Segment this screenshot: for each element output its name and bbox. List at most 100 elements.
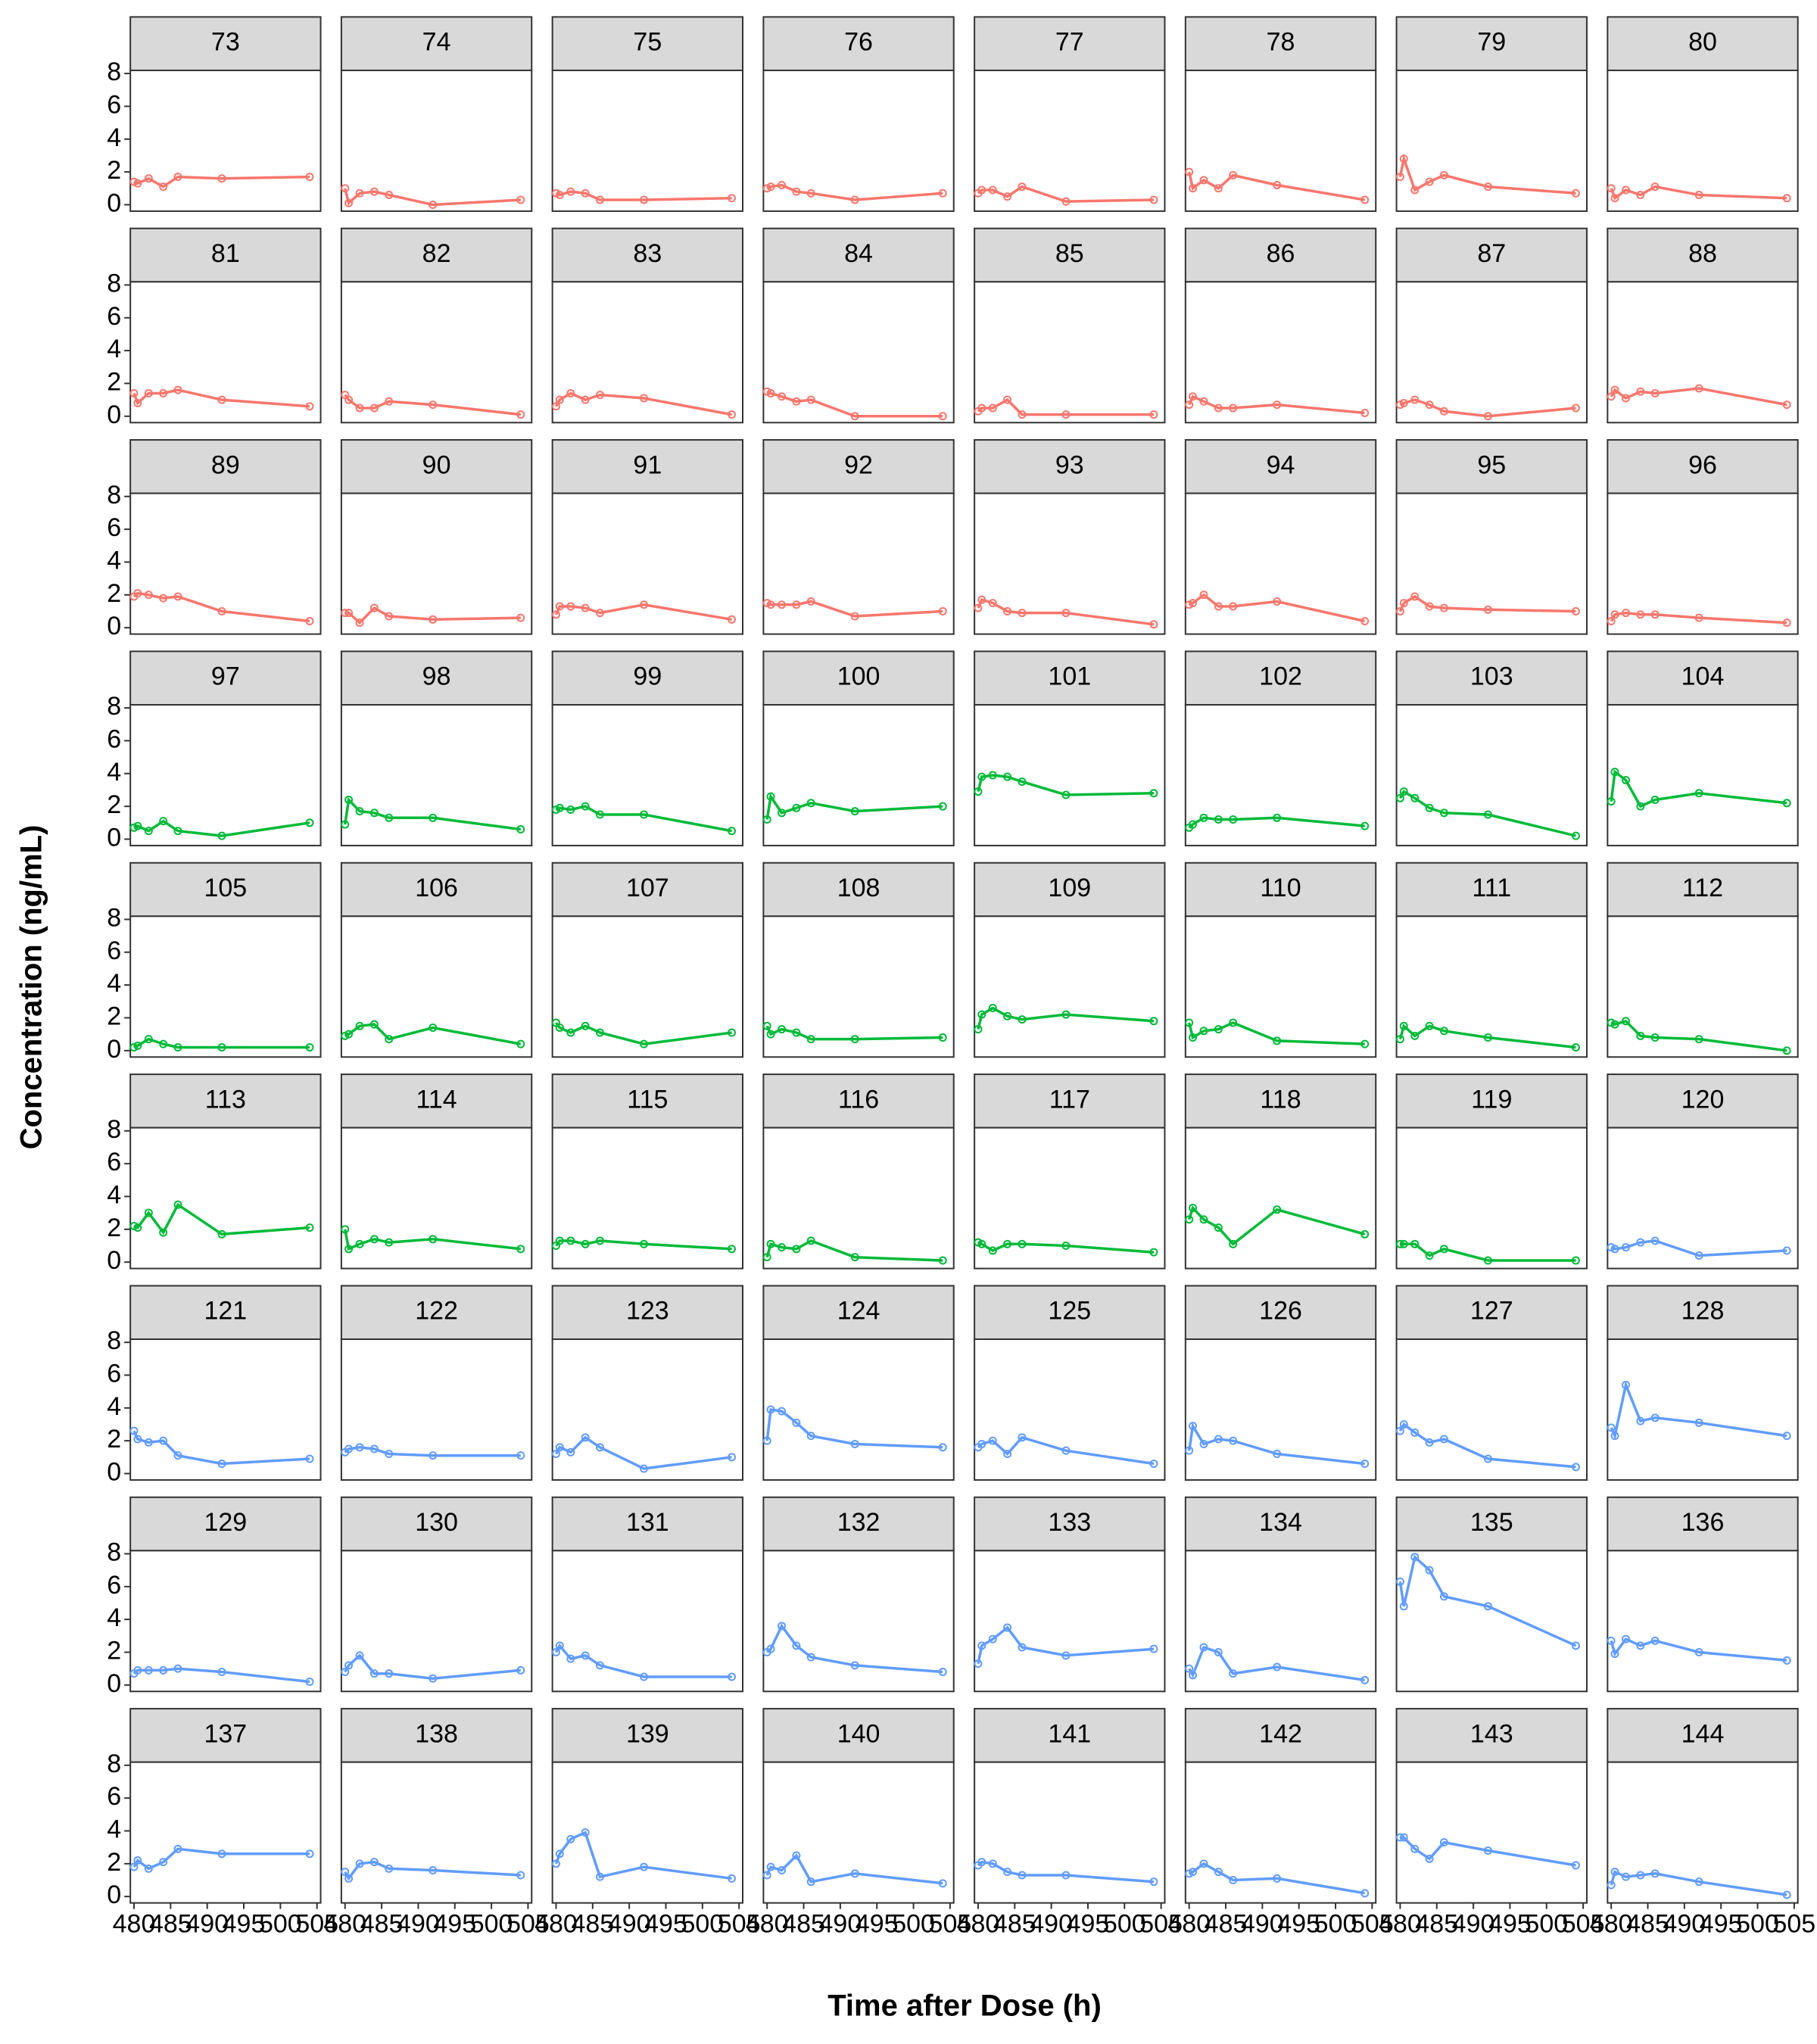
series-line bbox=[1188, 1645, 1365, 1682]
panel-title: 77 bbox=[1055, 28, 1084, 57]
data-point bbox=[1483, 1033, 1492, 1042]
series-line bbox=[132, 1667, 310, 1684]
data-point bbox=[344, 1444, 354, 1454]
data-point bbox=[806, 597, 815, 606]
strip bbox=[1607, 439, 1799, 494]
panel-frame bbox=[340, 1550, 533, 1693]
data-point bbox=[1425, 1854, 1434, 1863]
data-point bbox=[1425, 803, 1434, 812]
data-point bbox=[1571, 1861, 1580, 1870]
data-point bbox=[806, 1035, 815, 1044]
data-point bbox=[159, 594, 168, 603]
data-point bbox=[1189, 1671, 1198, 1680]
data-point bbox=[1229, 602, 1238, 611]
data-point bbox=[581, 1239, 590, 1248]
panel-frame bbox=[551, 69, 744, 212]
data-point bbox=[792, 1641, 801, 1650]
y-tick-label: 4 bbox=[107, 546, 121, 575]
data-point bbox=[806, 1877, 815, 1887]
data-point bbox=[766, 1862, 775, 1871]
panel-title: 114 bbox=[416, 1085, 457, 1114]
data-point bbox=[1621, 775, 1630, 784]
x-axis-title: Time after Dose (h) bbox=[827, 1989, 1102, 2023]
panel-title: 91 bbox=[633, 450, 662, 479]
panel-title: 106 bbox=[415, 874, 458, 902]
data-point bbox=[1360, 1229, 1370, 1239]
x-tick-label: 490 bbox=[1030, 1910, 1073, 1939]
strip bbox=[551, 16, 744, 71]
y-tick-label: 2 bbox=[107, 156, 121, 185]
x-tick-label: 480 bbox=[957, 1910, 1000, 1939]
data-point bbox=[595, 1236, 604, 1245]
data-point bbox=[1621, 1872, 1630, 1881]
data-point bbox=[988, 404, 997, 413]
panel-title: 100 bbox=[837, 662, 880, 691]
series-line bbox=[977, 1006, 1155, 1030]
panel-frame bbox=[1395, 1338, 1588, 1481]
data-point bbox=[1425, 602, 1434, 611]
panel-title: 102 bbox=[1259, 662, 1302, 691]
data-point bbox=[566, 187, 575, 196]
panel-frame bbox=[551, 1550, 744, 1693]
data-point bbox=[1061, 410, 1071, 419]
data-point bbox=[938, 189, 947, 198]
data-point bbox=[344, 609, 354, 618]
data-point bbox=[1650, 1636, 1660, 1645]
x-tick-label: 480 bbox=[1379, 1910, 1422, 1939]
data-point bbox=[1399, 1419, 1408, 1429]
panel-title: 85 bbox=[1055, 239, 1084, 268]
data-point bbox=[173, 827, 182, 836]
data-point bbox=[1607, 1423, 1616, 1432]
panel-title: 139 bbox=[626, 1719, 669, 1748]
strip bbox=[340, 227, 533, 283]
x-tick-label: 495 bbox=[1277, 1910, 1320, 1939]
data-point bbox=[1571, 1256, 1580, 1265]
data-point bbox=[341, 1225, 350, 1234]
y-tick-label: 0 bbox=[107, 1457, 121, 1486]
series-line bbox=[1398, 790, 1576, 837]
data-point bbox=[1439, 1592, 1448, 1601]
data-point bbox=[1273, 1036, 1282, 1045]
strip bbox=[1184, 862, 1377, 918]
panel-frame bbox=[551, 1761, 744, 1904]
series-line bbox=[1610, 611, 1787, 625]
y-tick-label: 0 bbox=[107, 1035, 121, 1064]
series-line bbox=[344, 394, 521, 416]
panel-frame bbox=[1395, 281, 1588, 424]
strip bbox=[1607, 1496, 1799, 1552]
data-point bbox=[344, 1030, 354, 1039]
series-line bbox=[1398, 1554, 1577, 1647]
series-line bbox=[555, 1239, 732, 1251]
panel-frame bbox=[129, 1126, 322, 1270]
data-point bbox=[159, 1228, 168, 1237]
x-tick-label: 485 bbox=[1205, 1910, 1248, 1939]
data-point bbox=[129, 1862, 139, 1871]
data-point bbox=[1782, 1432, 1791, 1441]
data-point bbox=[133, 398, 142, 407]
panel-frame bbox=[1607, 915, 1799, 1058]
data-point bbox=[1018, 609, 1027, 618]
panel-title: 128 bbox=[1681, 1297, 1725, 1326]
data-point bbox=[850, 1661, 859, 1670]
data-point bbox=[1399, 398, 1408, 407]
data-point bbox=[766, 1239, 775, 1248]
x-tick-label: 480 bbox=[535, 1910, 578, 1939]
data-point bbox=[1273, 1449, 1282, 1458]
data-point bbox=[369, 1444, 379, 1454]
panel-title: 74 bbox=[422, 28, 451, 57]
data-point bbox=[728, 1672, 737, 1681]
data-point bbox=[766, 182, 775, 192]
strip bbox=[340, 862, 533, 918]
data-point bbox=[1607, 392, 1616, 401]
data-point bbox=[1425, 1438, 1434, 1447]
data-point bbox=[1061, 197, 1071, 206]
data-point bbox=[1610, 194, 1619, 203]
data-point bbox=[1149, 1459, 1158, 1468]
strip bbox=[551, 1285, 744, 1341]
data-point bbox=[988, 1003, 997, 1012]
data-point bbox=[938, 1879, 947, 1888]
data-point bbox=[566, 602, 575, 611]
data-point bbox=[938, 1033, 947, 1042]
y-tick-label: 4 bbox=[107, 335, 121, 363]
data-point bbox=[1636, 190, 1645, 199]
